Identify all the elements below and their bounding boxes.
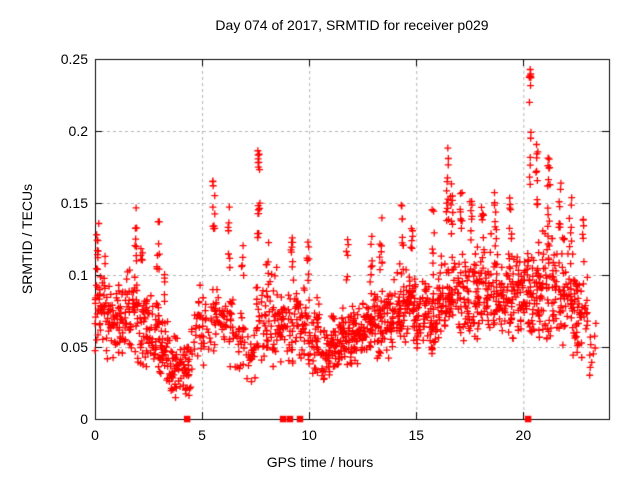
y-tick-label: 0.2 [68,123,88,139]
x-tick-label: 0 [91,427,99,443]
x-tick-label: 5 [198,427,206,443]
chart-title: Day 074 of 2017, SRMTID for receiver p02… [215,17,489,33]
x-tick-label: 10 [301,427,317,443]
y-tick-label: 0 [80,411,88,427]
y-tick-label: 0.05 [60,339,88,355]
x-tick-label: 20 [515,427,532,443]
x-axis-label: GPS time / hours [266,454,374,470]
y-tick-label: 0.15 [60,195,88,211]
x-tick-label: 15 [408,427,425,443]
y-tick-label: 0.25 [60,51,88,67]
y-tick-label: 0.1 [68,267,88,283]
